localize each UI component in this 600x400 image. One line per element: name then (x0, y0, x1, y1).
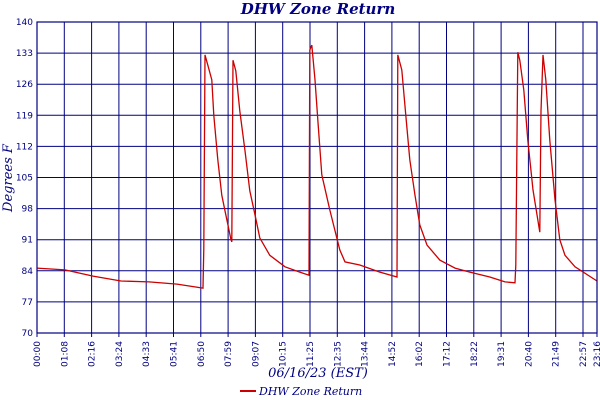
y-tick-label: 77 (22, 298, 33, 308)
x-tick-label: 18:22 (470, 341, 480, 367)
x-tick-label: 16:02 (415, 341, 425, 367)
x-tick-label: 20:40 (524, 341, 534, 367)
y-axis-label: Degrees F (1, 143, 16, 213)
series-layer (36, 44, 598, 289)
y-tick-label: 98 (22, 205, 34, 215)
x-tick-label: 12:35 (333, 341, 343, 367)
x-tick-label: 23:16 (593, 341, 600, 367)
y-tick-label: 133 (16, 49, 33, 59)
x-tick-label: 14:52 (388, 341, 398, 367)
series-line (36, 44, 598, 289)
x-tick-label: 11:25 (306, 341, 316, 367)
x-tick-label: 04:33 (142, 341, 152, 367)
x-axis-label: 06/16/23 (EST) (268, 366, 368, 381)
x-tick-label: 22:57 (579, 341, 589, 367)
plot-border (36, 21, 598, 334)
y-tick-label: 105 (16, 174, 33, 184)
x-tick-label: 02:16 (88, 341, 98, 367)
y-tick-label: 119 (16, 111, 33, 121)
chart-title: DHW Zone Return (240, 0, 396, 18)
x-tick-label: 06:50 (197, 341, 207, 367)
y-tick-label: 84 (22, 267, 34, 277)
y-tick-label: 91 (22, 236, 33, 246)
x-tick-label: 19:31 (497, 341, 507, 367)
legend: DHW Zone Return (240, 385, 362, 398)
x-tick-label: 10:15 (279, 341, 289, 367)
x-tick-label: 21:49 (552, 341, 562, 367)
x-tick-label: 17:12 (443, 341, 453, 367)
y-ticks: 70 77 84 91 98 105 112 119 126 133 140 (16, 18, 33, 339)
x-tick-label: 09:07 (251, 341, 261, 367)
x-ticks: 00:00 01:08 02:16 03:24 04:33 05:41 06:50 07:59… (33, 341, 600, 367)
legend-label: DHW Zone Return (258, 385, 362, 398)
x-tick-label: 05:41 (170, 341, 180, 367)
y-tick-label: 140 (16, 18, 33, 28)
x-tick-label: 03:24 (115, 341, 125, 367)
y-tick-label: 112 (16, 142, 33, 152)
y-tick-label: 126 (16, 80, 33, 90)
x-tick-label: 00:00 (33, 341, 43, 367)
x-tick-label: 01:08 (60, 341, 70, 367)
x-tick-label: 13:44 (361, 341, 371, 367)
x-tick-label: 07:59 (224, 341, 234, 367)
y-tick-label: 70 (22, 329, 34, 339)
grid (36, 21, 598, 337)
